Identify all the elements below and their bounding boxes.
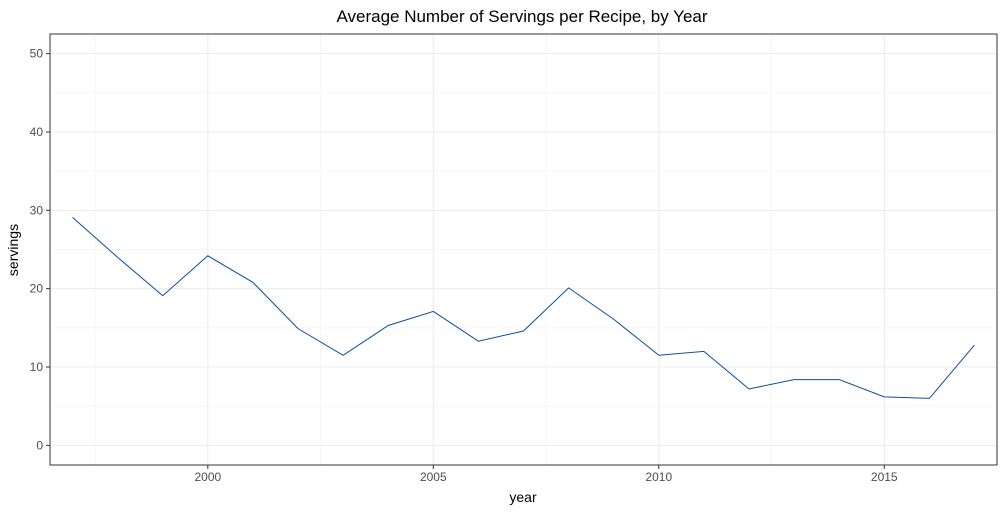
y-tick-label: 30: [30, 203, 44, 217]
y-tick-label: 40: [30, 125, 44, 139]
x-tick-label: 2015: [871, 470, 898, 484]
x-tick-label: 2010: [645, 470, 672, 484]
series-group: [72, 216, 975, 399]
y-tick-label: 50: [30, 47, 44, 61]
y-axis-title: servings: [5, 224, 21, 276]
panel-border: [49, 33, 998, 466]
x-axis-title: year: [509, 489, 537, 505]
x-axis: 2000 2005 2010 2015: [194, 465, 898, 484]
x-tick-label: 2005: [420, 470, 447, 484]
y-tick-label: 10: [30, 360, 44, 374]
grid: [50, 34, 998, 465]
y-tick-label: 20: [30, 282, 44, 296]
y-axis: 0 10 20 30 40 50: [30, 47, 50, 452]
series-line: [72, 216, 975, 399]
chart-title: Average Number of Servings per Recipe, b…: [336, 7, 707, 26]
y-tick-label: 0: [36, 438, 43, 452]
x-tick-label: 2000: [194, 470, 221, 484]
